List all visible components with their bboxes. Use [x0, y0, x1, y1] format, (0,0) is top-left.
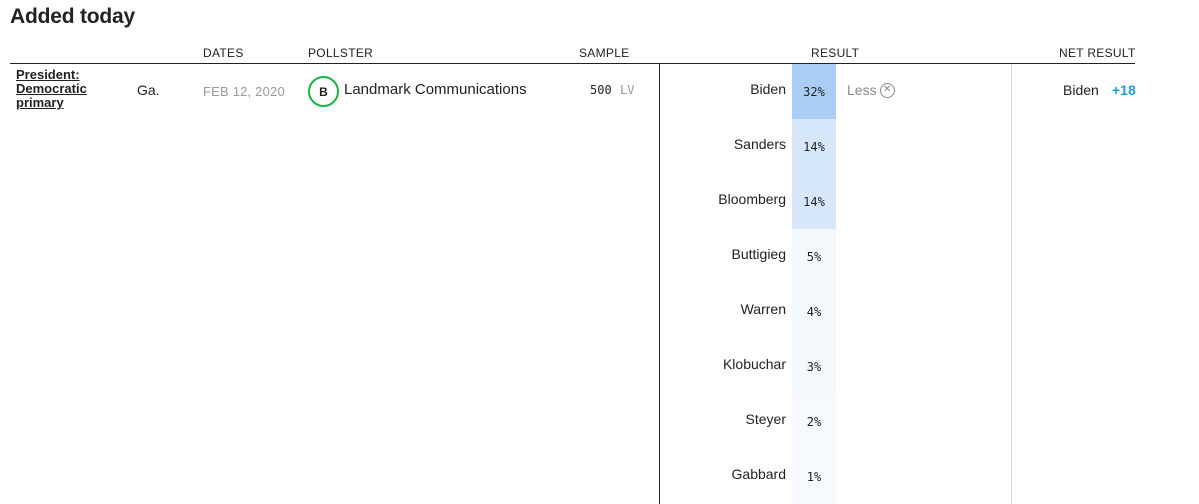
result-row: Bloomberg 14% [660, 174, 1010, 229]
column-header-pollster: POLLSTER [308, 46, 374, 60]
column-header-net-result: NET RESULT [1059, 46, 1136, 60]
header-divider [10, 63, 1135, 64]
section-title: Added today [10, 5, 135, 28]
candidate-name: Bloomberg [718, 191, 786, 207]
state-label: Ga. [137, 82, 160, 98]
less-button[interactable]: Less ✕ [847, 82, 895, 98]
candidate-name: Klobuchar [722, 356, 786, 372]
result-row: Biden 32% [660, 64, 1010, 119]
column-header-dates: DATES [203, 46, 244, 60]
candidate-percent: 14% [792, 119, 836, 174]
column-header-sample: SAMPLE [579, 46, 630, 60]
candidate-name: Buttigieg [731, 246, 786, 262]
column-header-result: RESULT [811, 46, 860, 60]
candidate-percent: 32% [792, 64, 836, 119]
pollster-grade-badge: B [308, 76, 339, 107]
net-result-value: +18 [1112, 82, 1136, 98]
net-result-column-divider [1011, 64, 1012, 504]
sample-size: 500 [590, 83, 612, 97]
result-column-divider [659, 64, 660, 504]
sample-type: LV [620, 83, 635, 97]
candidate-percent: 3% [792, 339, 836, 394]
candidate-percent: 5% [792, 229, 836, 284]
candidate-percent: 4% [792, 284, 836, 339]
poll-dates: FEB 12, 2020 [203, 84, 285, 99]
candidate-name: Gabbard [731, 466, 786, 482]
net-result-candidate: Biden [1063, 82, 1099, 98]
result-row: Gabbard 1% [660, 449, 1010, 504]
pollster-name[interactable]: Landmark Communications [344, 81, 527, 98]
close-icon: ✕ [879, 82, 895, 98]
candidate-name: Warren [740, 301, 786, 317]
result-row: Steyer 2% [660, 394, 1010, 449]
result-row: Sanders 14% [660, 119, 1010, 174]
candidate-percent: 2% [792, 394, 836, 449]
candidate-percent: 14% [792, 174, 836, 229]
candidate-name: Biden [750, 81, 786, 97]
race-link[interactable]: President: Democratic primary [16, 67, 87, 110]
candidate-percent: 1% [792, 449, 836, 504]
result-row: Warren 4% [660, 284, 1010, 339]
less-label: Less [847, 82, 877, 98]
candidate-name: Steyer [745, 411, 786, 427]
result-row: Klobuchar 3% [660, 339, 1010, 394]
candidate-name: Sanders [733, 136, 786, 152]
result-row: Buttigieg 5% [660, 229, 1010, 284]
